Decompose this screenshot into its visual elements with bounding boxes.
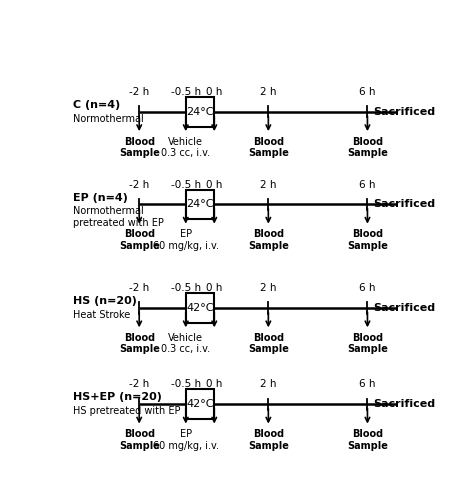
Text: -2 h: -2 h bbox=[129, 380, 149, 390]
Text: Normothermal
pretreated with EP: Normothermal pretreated with EP bbox=[73, 206, 164, 228]
Text: HS (n=20): HS (n=20) bbox=[73, 296, 137, 306]
Text: -0.5 h: -0.5 h bbox=[171, 380, 201, 390]
Text: Vehicle
0.3 cc, i.v.: Vehicle 0.3 cc, i.v. bbox=[161, 136, 210, 158]
Text: 0 h: 0 h bbox=[206, 180, 222, 190]
Text: Normothermal: Normothermal bbox=[73, 114, 144, 124]
Text: Blood
Sample: Blood Sample bbox=[248, 333, 289, 354]
Text: 0 h: 0 h bbox=[206, 283, 222, 293]
Text: EP
60 mg/kg, i.v.: EP 60 mg/kg, i.v. bbox=[153, 229, 219, 251]
Text: Vehicle
0.3 cc, i.v.: Vehicle 0.3 cc, i.v. bbox=[161, 333, 210, 354]
Text: Blood
Sample: Blood Sample bbox=[347, 333, 388, 354]
Text: 24°C: 24°C bbox=[186, 200, 214, 209]
Text: Blood
Sample: Blood Sample bbox=[347, 429, 388, 450]
Text: 6 h: 6 h bbox=[359, 380, 376, 390]
Text: C (n=4): C (n=4) bbox=[73, 100, 120, 110]
Text: EP
60 mg/kg, i.v.: EP 60 mg/kg, i.v. bbox=[153, 429, 219, 450]
Text: Sacrificed: Sacrificed bbox=[373, 303, 435, 313]
Text: 0 h: 0 h bbox=[206, 87, 222, 97]
Text: Heat Stroke: Heat Stroke bbox=[73, 310, 130, 320]
Text: -0.5 h: -0.5 h bbox=[171, 87, 201, 97]
Bar bbox=[186, 97, 214, 126]
Text: EP (n=4): EP (n=4) bbox=[73, 192, 128, 202]
Text: 2 h: 2 h bbox=[260, 380, 277, 390]
Text: 42°C: 42°C bbox=[186, 303, 214, 313]
Text: 6 h: 6 h bbox=[359, 180, 376, 190]
Text: Blood
Sample: Blood Sample bbox=[347, 229, 388, 251]
Text: 6 h: 6 h bbox=[359, 87, 376, 97]
Text: Blood
Sample: Blood Sample bbox=[248, 136, 289, 158]
Text: Blood
Sample: Blood Sample bbox=[119, 229, 159, 251]
Text: -2 h: -2 h bbox=[129, 283, 149, 293]
Text: HS+EP (n=20): HS+EP (n=20) bbox=[73, 392, 162, 402]
Text: Blood
Sample: Blood Sample bbox=[248, 229, 289, 251]
Text: Blood
Sample: Blood Sample bbox=[119, 333, 159, 354]
Text: Blood
Sample: Blood Sample bbox=[347, 136, 388, 158]
Bar bbox=[186, 190, 214, 219]
Text: Sacrificed: Sacrificed bbox=[373, 107, 435, 117]
Text: 6 h: 6 h bbox=[359, 283, 376, 293]
Text: -0.5 h: -0.5 h bbox=[171, 180, 201, 190]
Text: HS pretreated with EP: HS pretreated with EP bbox=[73, 406, 180, 416]
Text: Blood
Sample: Blood Sample bbox=[248, 429, 289, 450]
Text: -0.5 h: -0.5 h bbox=[171, 283, 201, 293]
Text: -2 h: -2 h bbox=[129, 180, 149, 190]
Bar bbox=[186, 390, 214, 419]
Text: 2 h: 2 h bbox=[260, 283, 277, 293]
Text: Blood
Sample: Blood Sample bbox=[119, 136, 159, 158]
Text: 24°C: 24°C bbox=[186, 107, 214, 117]
Text: Blood
Sample: Blood Sample bbox=[119, 429, 159, 450]
Text: Sacrificed: Sacrificed bbox=[373, 400, 435, 409]
Text: 2 h: 2 h bbox=[260, 180, 277, 190]
Text: Sacrificed: Sacrificed bbox=[373, 200, 435, 209]
Text: -2 h: -2 h bbox=[129, 87, 149, 97]
Text: 0 h: 0 h bbox=[206, 380, 222, 390]
Text: 2 h: 2 h bbox=[260, 87, 277, 97]
Bar bbox=[186, 293, 214, 323]
Text: 42°C: 42°C bbox=[186, 400, 214, 409]
